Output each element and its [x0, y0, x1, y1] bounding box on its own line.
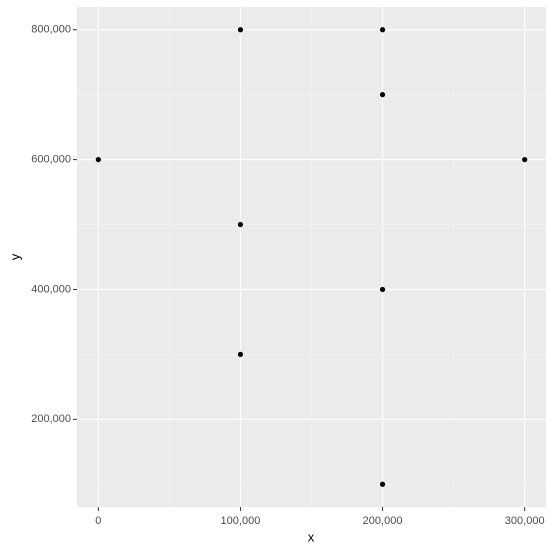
- x-axis-title: x: [308, 529, 315, 544]
- x-tick-label: 0: [95, 515, 101, 527]
- point: [237, 351, 244, 358]
- point: [379, 286, 386, 293]
- point: [379, 481, 386, 487]
- x-tick-label: 200,000: [363, 515, 403, 527]
- point: [237, 221, 244, 228]
- x-tick-label: 100,000: [221, 515, 261, 527]
- y-tick-label: 800,000: [31, 24, 71, 36]
- plot-layer: 0 100,000 200,000 300,000 200,000 400,000 600,…: [31, 7, 546, 527]
- y-tick-label: 400,000: [31, 283, 71, 295]
- x-tick-label: 300,000: [505, 515, 545, 527]
- point: [237, 27, 244, 33]
- point: [379, 92, 386, 98]
- y-tick-label: 600,000: [31, 154, 71, 166]
- y-tick-label: 200,000: [31, 413, 71, 425]
- y-axis-title: y: [7, 253, 22, 260]
- point: [95, 156, 101, 163]
- point: [379, 27, 386, 33]
- point: [522, 156, 528, 163]
